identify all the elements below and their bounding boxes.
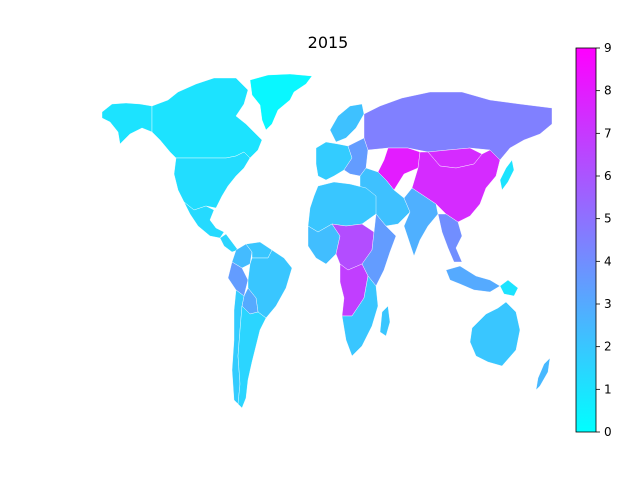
region-west-africa <box>307 223 341 265</box>
region-united-states <box>173 151 251 211</box>
region-central-america <box>219 233 239 253</box>
colorbar-tick-label: 4 <box>604 254 612 268</box>
colorbar-tick-label: 3 <box>604 297 612 311</box>
map-title: 2015 <box>307 33 349 52</box>
colorbar-tick-label: 7 <box>604 126 612 140</box>
region-papua-new-guinea <box>499 279 519 297</box>
region-north-africa <box>307 181 377 233</box>
region-canada <box>151 77 263 159</box>
region-southeast-asia <box>437 213 463 263</box>
region-western-europe <box>315 141 353 181</box>
colorbar-tick-label: 1 <box>604 382 612 396</box>
region-greenland <box>249 73 313 131</box>
region-indonesia <box>445 265 501 293</box>
region-east-africa <box>361 213 397 287</box>
colorbar-tick-label: 5 <box>604 212 612 226</box>
colorbar-ticks: 0 1 2 3 4 5 6 7 8 9 <box>596 41 612 439</box>
colorbar-tick-label: 9 <box>604 41 612 55</box>
region-madagascar <box>379 305 391 337</box>
region-peru <box>227 261 249 297</box>
region-scandinavia <box>329 103 365 143</box>
region-new-zealand <box>535 357 551 391</box>
region-japan <box>499 159 515 191</box>
region-argentina <box>237 305 267 409</box>
region-mexico <box>183 201 225 239</box>
colorbar-tick-label: 2 <box>604 340 612 354</box>
colorbar-gradient <box>575 47 597 433</box>
region-southern-africa <box>341 275 379 357</box>
colorbar: 0 1 2 3 4 5 6 7 8 9 <box>575 41 612 439</box>
region-kazakhstan <box>377 147 421 191</box>
colorbar-tick-label: 6 <box>604 169 612 183</box>
region-australia <box>469 301 521 367</box>
region-india <box>403 187 439 257</box>
map-regions <box>101 73 553 409</box>
colorbar-tick-label: 8 <box>604 84 612 98</box>
region-alaska <box>101 102 153 145</box>
colorbar-tick-label: 0 <box>604 425 612 439</box>
